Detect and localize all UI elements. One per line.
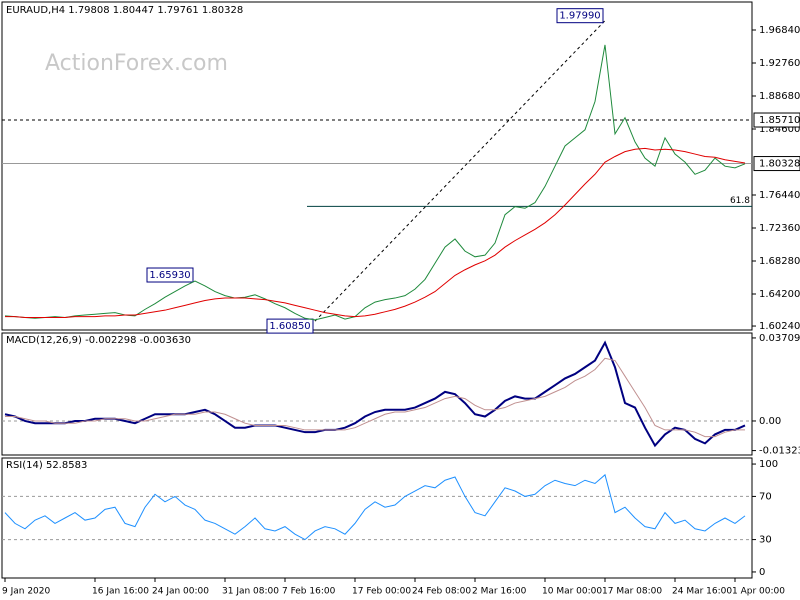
- series-line: [5, 357, 745, 438]
- x-tick-label: 24 Mar 16:00: [672, 587, 732, 597]
- x-tick-label: 16 Jan 16:00: [92, 587, 149, 597]
- price-box: [753, 156, 800, 172]
- main-title: EURAUD,H4 1.79808 1.80447 1.79761 1.8032…: [6, 5, 243, 16]
- y-tick-label: 0: [759, 567, 765, 578]
- price-label: 1.80328: [759, 159, 800, 170]
- watermark: ActionForex.com: [45, 51, 228, 76]
- y-tick-label: 1.68280: [759, 256, 800, 267]
- main-panel: [1, 1, 753, 331]
- y-tick-label: -0.013231: [759, 446, 800, 457]
- macd-title: MACD(12,26,9) -0.002298 -0.003630: [6, 335, 191, 346]
- price-label: 1.85710: [759, 115, 800, 126]
- y-tick-label: 1.72360: [759, 223, 800, 234]
- y-tick-label: 1.76440: [759, 190, 800, 201]
- price-box: [753, 112, 800, 128]
- x-tick-label: 24 Jan 00:00: [152, 587, 209, 597]
- fib-label: 61.8: [730, 196, 750, 206]
- x-tick-label: 1 Apr 00:00: [732, 587, 785, 597]
- y-tick-label: 1.84600: [759, 124, 800, 135]
- y-tick-label: 0.037094: [759, 333, 800, 344]
- series-line: [4, 340, 746, 448]
- x-tick-label: 31 Jan 08:00: [222, 587, 279, 597]
- y-tick-label: 1.92760: [759, 58, 800, 69]
- point-box: [146, 267, 194, 283]
- x-tick-label: 9 Jan 2020: [2, 587, 50, 597]
- y-tick-label: 1.96840: [759, 25, 800, 36]
- y-tick-label: 0.00: [759, 416, 781, 427]
- x-tick-label: 2 Mar 16:00: [472, 587, 527, 597]
- y-tick-label: 30: [759, 535, 772, 546]
- series-line: [4, 473, 746, 541]
- fib-trend: [314, 20, 606, 322]
- macd-panel: [1, 332, 753, 456]
- y-tick-label: 1.88680: [759, 91, 800, 102]
- point-box: [266, 318, 314, 334]
- series-line: [4, 44, 746, 321]
- rsi-panel: [1, 457, 753, 579]
- x-tick-label: 10 Mar 00:00: [542, 587, 602, 597]
- point-label: 1.60850: [269, 321, 310, 332]
- y-tick-label: 1.60240: [759, 321, 800, 332]
- y-tick-label: 1.64200: [759, 289, 800, 300]
- x-tick-label: 24 Feb 08:00: [412, 587, 471, 597]
- point-label: 1.97990: [559, 11, 600, 22]
- y-tick-label: 70: [759, 491, 772, 502]
- rsi-title: RSI(14) 52.8583: [6, 460, 87, 471]
- x-tick-label: 17 Mar 08:00: [602, 587, 662, 597]
- point-box: [556, 8, 604, 24]
- series-line: [5, 147, 746, 318]
- x-tick-label: 7 Feb 16:00: [282, 587, 336, 597]
- y-tick-label: 100: [759, 459, 778, 470]
- point-label: 1.65930: [149, 270, 190, 281]
- x-tick-label: 17 Feb 00:00: [352, 587, 411, 597]
